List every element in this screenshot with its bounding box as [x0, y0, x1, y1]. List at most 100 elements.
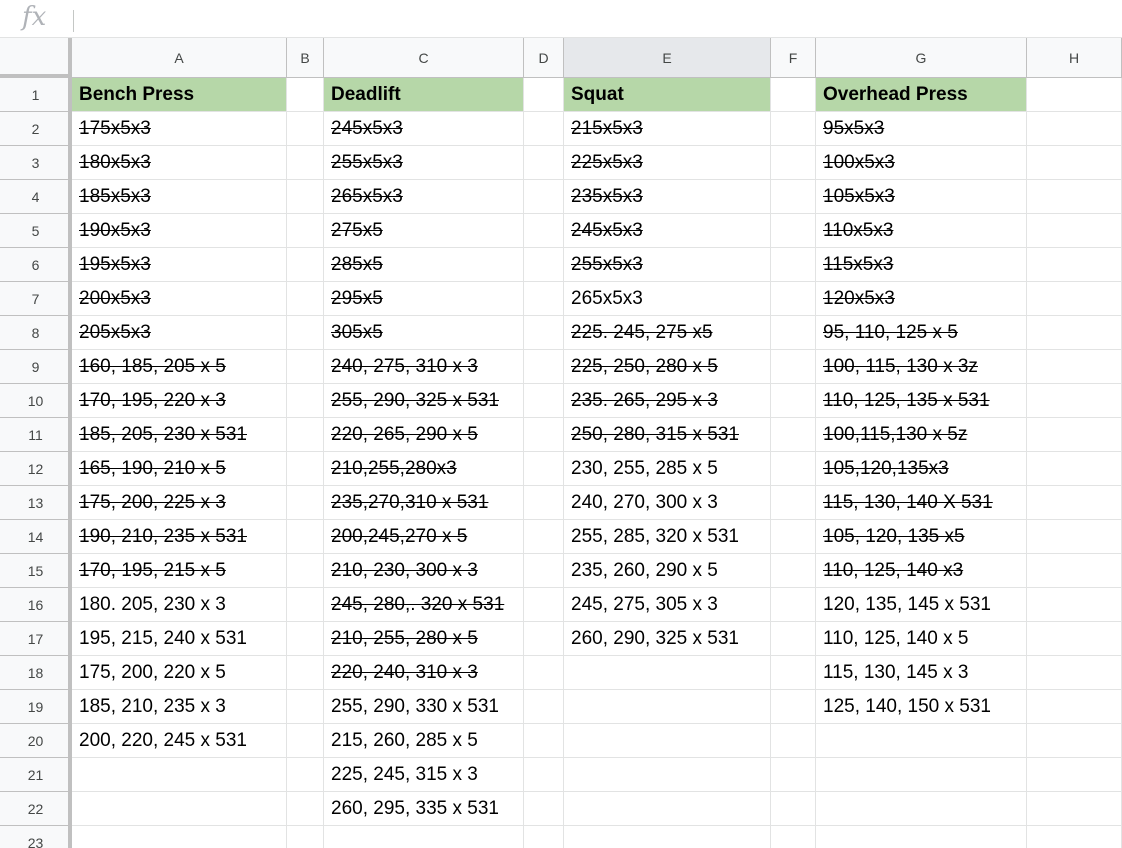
cell-d6[interactable]	[524, 248, 564, 282]
cell-b4[interactable]	[287, 180, 324, 214]
cell-f19[interactable]	[771, 690, 816, 724]
cell-a22[interactable]	[72, 792, 287, 826]
cell-b11[interactable]	[287, 418, 324, 452]
cell-a19[interactable]: 185, 210, 235 x 3	[72, 690, 287, 724]
cell-f23[interactable]	[771, 826, 816, 848]
cell-f4[interactable]	[771, 180, 816, 214]
column-header-f[interactable]: F	[771, 38, 816, 78]
cell-a18[interactable]: 175, 200, 220 x 5	[72, 656, 287, 690]
row-header-8[interactable]: 8	[0, 316, 72, 350]
cell-d10[interactable]	[524, 384, 564, 418]
cell-c7[interactable]: 295x5	[324, 282, 524, 316]
cell-c11[interactable]: 220, 265, 290 x 5	[324, 418, 524, 452]
cell-d13[interactable]	[524, 486, 564, 520]
cell-h14[interactable]	[1027, 520, 1122, 554]
cell-f15[interactable]	[771, 554, 816, 588]
cell-f18[interactable]	[771, 656, 816, 690]
row-header-21[interactable]: 21	[0, 758, 72, 792]
cell-d16[interactable]	[524, 588, 564, 622]
column-header-e[interactable]: E	[564, 38, 771, 78]
cell-h23[interactable]	[1027, 826, 1122, 848]
cell-c21[interactable]: 225, 245, 315 x 3	[324, 758, 524, 792]
cell-b5[interactable]	[287, 214, 324, 248]
cell-h11[interactable]	[1027, 418, 1122, 452]
cell-a11[interactable]: 185, 205, 230 x 531	[72, 418, 287, 452]
cell-e8[interactable]: 225. 245, 275 x5	[564, 316, 771, 350]
column-title-g[interactable]: Overhead Press	[816, 78, 1027, 112]
cell-d20[interactable]	[524, 724, 564, 758]
cell-f7[interactable]	[771, 282, 816, 316]
cell-c17[interactable]: 210, 255, 280 x 5	[324, 622, 524, 656]
row-header-12[interactable]: 12	[0, 452, 72, 486]
cell-f13[interactable]	[771, 486, 816, 520]
cell-g12[interactable]: 105,120,135x3	[816, 452, 1027, 486]
cell-b8[interactable]	[287, 316, 324, 350]
cell-e9[interactable]: 225, 250, 280 x 5	[564, 350, 771, 384]
cell-e11[interactable]: 250, 280, 315 x 531	[564, 418, 771, 452]
cell-e18[interactable]	[564, 656, 771, 690]
cell-c2[interactable]: 245x5x3	[324, 112, 524, 146]
cell-f5[interactable]	[771, 214, 816, 248]
cell-g16[interactable]: 120, 135, 145 x 531	[816, 588, 1027, 622]
cell-g11[interactable]: 100,115,130 x 5z	[816, 418, 1027, 452]
row-header-5[interactable]: 5	[0, 214, 72, 248]
cell-c14[interactable]: 200,245,270 x 5	[324, 520, 524, 554]
row-header-23[interactable]: 23	[0, 826, 72, 848]
cell-c9[interactable]: 240, 275, 310 x 3	[324, 350, 524, 384]
cell-c8[interactable]: 305x5	[324, 316, 524, 350]
cell-a15[interactable]: 170, 195, 215 x 5	[72, 554, 287, 588]
cell-f6[interactable]	[771, 248, 816, 282]
frozen-column-divider[interactable]	[68, 38, 72, 848]
cell-e23[interactable]	[564, 826, 771, 848]
cell-h7[interactable]	[1027, 282, 1122, 316]
cell-f22[interactable]	[771, 792, 816, 826]
row-header-9[interactable]: 9	[0, 350, 72, 384]
cell-e10[interactable]: 235. 265, 295 x 3	[564, 384, 771, 418]
cell-b6[interactable]	[287, 248, 324, 282]
cell-h5[interactable]	[1027, 214, 1122, 248]
cell-d19[interactable]	[524, 690, 564, 724]
cell-a16[interactable]: 180. 205, 230 x 3	[72, 588, 287, 622]
cell-d18[interactable]	[524, 656, 564, 690]
cell-e7[interactable]: 265x5x3	[564, 282, 771, 316]
cell-e5[interactable]: 245x5x3	[564, 214, 771, 248]
cell-g17[interactable]: 110, 125, 140 x 5	[816, 622, 1027, 656]
cell-d23[interactable]	[524, 826, 564, 848]
cell-e14[interactable]: 255, 285, 320 x 531	[564, 520, 771, 554]
row-header-1[interactable]: 1	[0, 78, 72, 112]
row-header-4[interactable]: 4	[0, 180, 72, 214]
cell-h22[interactable]	[1027, 792, 1122, 826]
cell-h17[interactable]	[1027, 622, 1122, 656]
row-header-19[interactable]: 19	[0, 690, 72, 724]
cell-c12[interactable]: 210,255,280x3	[324, 452, 524, 486]
cell-a13[interactable]: 175, 200, 225 x 3	[72, 486, 287, 520]
row-header-13[interactable]: 13	[0, 486, 72, 520]
cell-f20[interactable]	[771, 724, 816, 758]
cell-a10[interactable]: 170, 195, 220 x 3	[72, 384, 287, 418]
cell-g23[interactable]	[816, 826, 1027, 848]
cell-b21[interactable]	[287, 758, 324, 792]
cell-e6[interactable]: 255x5x3	[564, 248, 771, 282]
cell-a9[interactable]: 160, 185, 205 x 5	[72, 350, 287, 384]
cell-d2[interactable]	[524, 112, 564, 146]
cell-d8[interactable]	[524, 316, 564, 350]
cell-a2[interactable]: 175x5x3	[72, 112, 287, 146]
cell-d4[interactable]	[524, 180, 564, 214]
cell-g22[interactable]	[816, 792, 1027, 826]
cell-h15[interactable]	[1027, 554, 1122, 588]
cell-f16[interactable]	[771, 588, 816, 622]
cell-e21[interactable]	[564, 758, 771, 792]
cell-g7[interactable]: 120x5x3	[816, 282, 1027, 316]
column-header-b[interactable]: B	[287, 38, 324, 78]
cell-f14[interactable]	[771, 520, 816, 554]
cell-a8[interactable]: 205x5x3	[72, 316, 287, 350]
row-header-2[interactable]: 2	[0, 112, 72, 146]
cell-b1[interactable]	[287, 78, 324, 112]
cell-d5[interactable]	[524, 214, 564, 248]
cell-d15[interactable]	[524, 554, 564, 588]
cell-a12[interactable]: 165, 190, 210 x 5	[72, 452, 287, 486]
cell-b2[interactable]	[287, 112, 324, 146]
cell-d12[interactable]	[524, 452, 564, 486]
cell-f3[interactable]	[771, 146, 816, 180]
cell-h9[interactable]	[1027, 350, 1122, 384]
